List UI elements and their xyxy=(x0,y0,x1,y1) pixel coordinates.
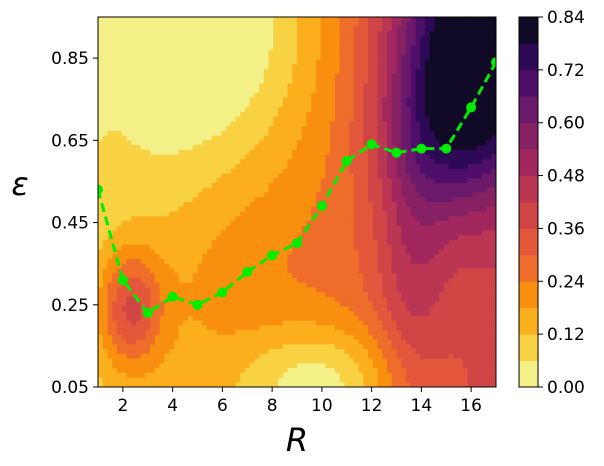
colorbar-tick-label: 0.36 xyxy=(547,219,585,239)
data-point xyxy=(292,238,302,249)
y-tick-label: 0.65 xyxy=(51,131,89,151)
data-point xyxy=(192,299,203,310)
data-point xyxy=(341,155,352,166)
colorbar-tick-label: 0.00 xyxy=(547,378,585,398)
x-tick-label: 14 xyxy=(411,396,433,416)
colorbar-band xyxy=(519,96,538,124)
x-tick-label: 8 xyxy=(267,396,278,416)
data-point xyxy=(316,201,327,212)
colorbar: 0.00 0.12 0.24 0.36 0.48 0.60 0.72 0.84 xyxy=(518,8,585,398)
y-tick-label: 0.05 xyxy=(51,378,89,398)
data-point xyxy=(491,57,496,68)
x-axis-ticks: 2 4 6 8 10 12 14 16 xyxy=(117,387,482,416)
y-tick-label: 0.25 xyxy=(51,296,89,316)
data-point xyxy=(391,147,402,158)
colorbar-band xyxy=(519,202,538,229)
contour-plot: 2 4 6 8 10 12 14 16 0.05 0.25 0.45 0.65 0.85 xyxy=(51,16,497,416)
colorbar-ticks: 0.00 0.12 0.24 0.36 0.48 0.60 0.72 0.84 xyxy=(538,8,585,398)
y-tick-label: 0.45 xyxy=(51,214,89,234)
colorbar-band xyxy=(519,360,538,388)
colorbar-tick-label: 0.60 xyxy=(547,114,585,134)
colorbar-band xyxy=(519,334,538,361)
data-point xyxy=(366,139,377,150)
colorbar-band xyxy=(519,307,538,335)
data-point xyxy=(117,275,128,286)
data-point xyxy=(466,102,477,113)
x-tick-label: 6 xyxy=(217,396,228,416)
colorbar-bands xyxy=(519,17,538,388)
x-axis-label: R xyxy=(286,421,308,459)
colorbar-band xyxy=(519,228,538,256)
colorbar-frame xyxy=(518,16,539,388)
colorbar-tick-label: 0.84 xyxy=(547,8,585,28)
optimal-epsilon-series xyxy=(98,57,496,318)
data-point xyxy=(441,143,452,154)
colorbar-band xyxy=(519,281,538,309)
contour-field xyxy=(98,17,496,387)
colorbar-band xyxy=(519,69,538,97)
data-point xyxy=(217,287,228,298)
plot-frame xyxy=(97,16,497,388)
colorbar-band xyxy=(519,122,538,150)
colorbar-tick-label: 0.48 xyxy=(547,167,585,187)
colorbar-tick-label: 0.12 xyxy=(547,325,585,345)
x-tick-label: 16 xyxy=(460,396,482,416)
colorbar-tick-label: 0.72 xyxy=(547,61,585,81)
data-point xyxy=(242,266,253,277)
data-point xyxy=(416,143,427,154)
data-point xyxy=(98,184,103,195)
colorbar-band xyxy=(519,43,538,71)
colorbar-band xyxy=(519,254,538,282)
data-point xyxy=(142,308,153,318)
x-tick-label: 10 xyxy=(311,396,333,416)
colorbar-tick-label: 0.24 xyxy=(547,272,585,292)
x-tick-label: 12 xyxy=(361,396,383,416)
colorbar-band xyxy=(519,175,538,203)
data-point xyxy=(167,291,178,302)
y-axis-ticks: 0.05 0.25 0.45 0.65 0.85 xyxy=(51,49,98,398)
colorbar-band xyxy=(519,149,538,176)
x-tick-label: 4 xyxy=(167,396,178,416)
data-point xyxy=(267,250,278,261)
y-axis-label: ε xyxy=(11,165,28,203)
colorbar-band xyxy=(519,17,538,44)
x-tick-label: 2 xyxy=(117,396,128,416)
y-tick-label: 0.85 xyxy=(51,49,89,69)
